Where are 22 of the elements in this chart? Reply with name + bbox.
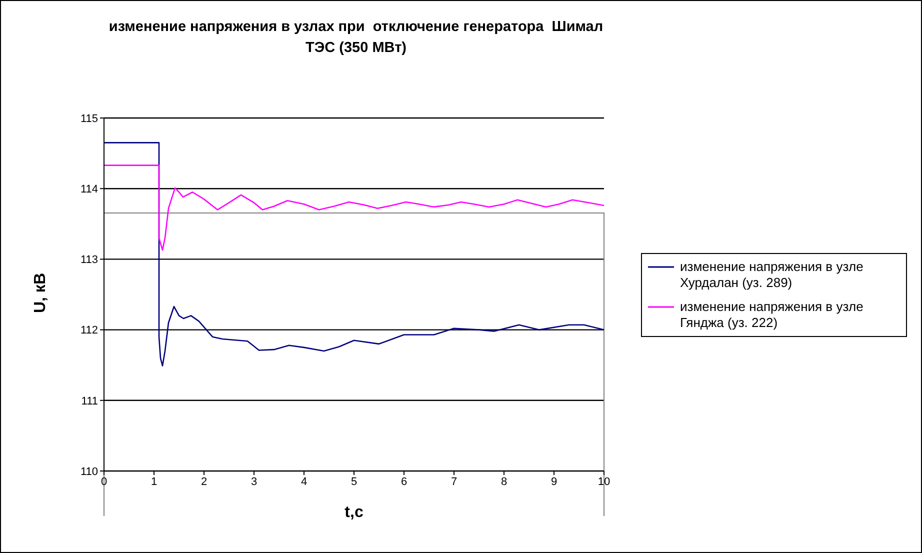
x-tick-label: 6: [400, 476, 408, 488]
legend-label: изменение напряжения в узле Гянджа (уз. 222): [680, 299, 864, 331]
y-tick-label: 114: [80, 184, 98, 196]
y-tick-label: 115: [80, 112, 98, 125]
y-tick-label: 110: [80, 466, 98, 478]
x-tick-label: 7: [450, 476, 458, 488]
x-tick-label: 4: [300, 476, 308, 488]
y-tick-label: 113: [80, 254, 98, 266]
x-tick-label: 5: [350, 476, 358, 488]
y-tick-label: 111: [81, 395, 98, 408]
chart-title: изменение напряжения в узлах при отключение генератора Шимал ТЭС (350 МВт): [108, 18, 604, 58]
x-tick-label: 0: [100, 476, 108, 488]
x-tick-label: 9: [550, 476, 558, 488]
legend-label: изменение напряжения в узле Хурдалан (уз. 289): [680, 259, 864, 291]
x-tick-label: 10: [598, 476, 610, 488]
x-tick-label: 3: [250, 476, 258, 488]
x-tick-label: 8: [500, 476, 508, 488]
y-tick-label: 112: [80, 324, 98, 337]
y-axis-title: U, кВ: [32, 272, 50, 314]
x-tick-label: 1: [150, 476, 158, 488]
x-tick-label: 2: [200, 476, 208, 488]
x-axis-title: t,c: [344, 504, 364, 522]
